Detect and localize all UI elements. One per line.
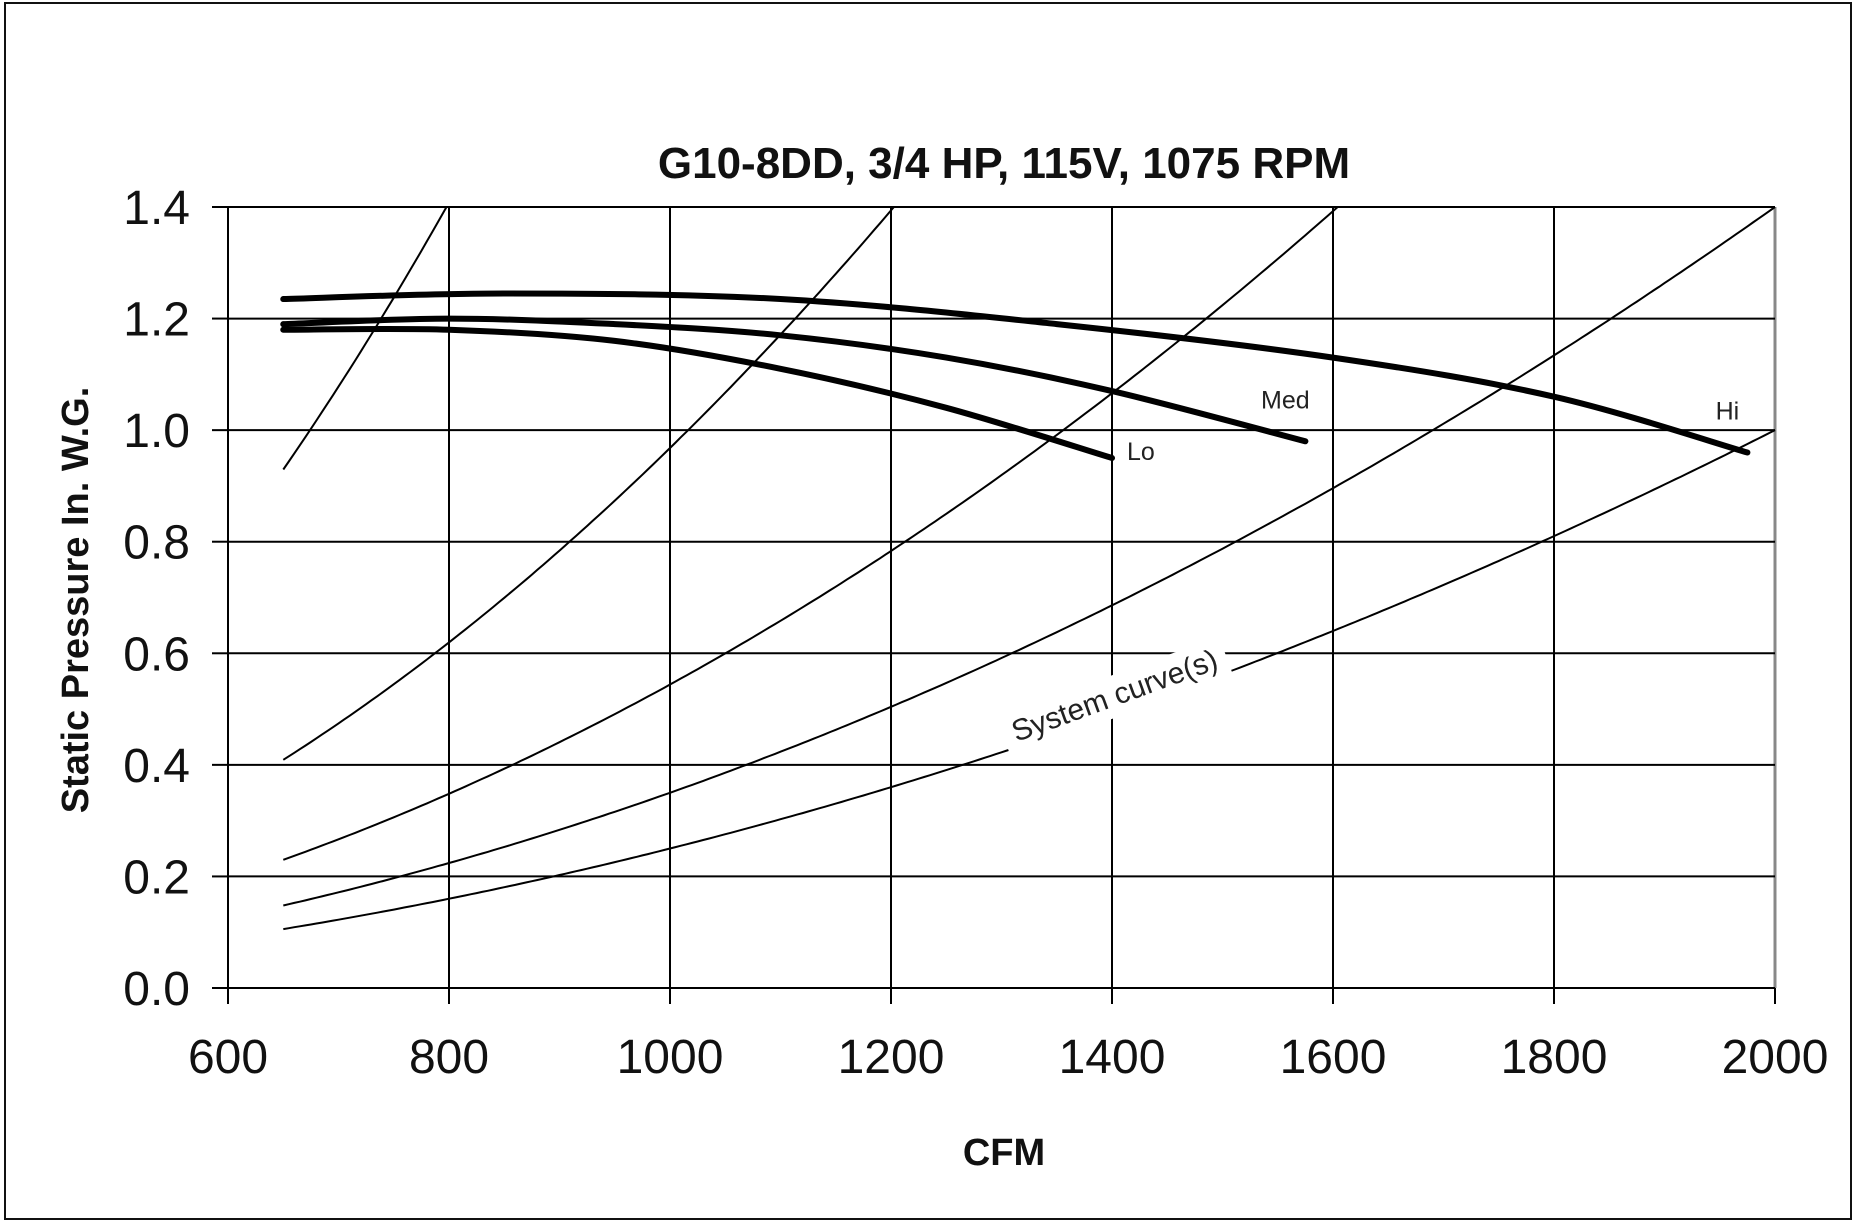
x-tick-label: 1400 <box>1059 1031 1166 1084</box>
fan-curve-hi <box>280 290 1751 456</box>
x-tick-label: 600 <box>188 1031 268 1084</box>
system-curve-4 <box>283 206 1776 907</box>
system-curve-2 <box>282 206 895 761</box>
y-tick-label: 0.6 <box>123 628 190 681</box>
fan-curve-med <box>280 315 1309 445</box>
x-tick-label: 1000 <box>617 1031 724 1084</box>
system-curves <box>282 206 1776 931</box>
x-tick-label: 800 <box>409 1031 489 1084</box>
x-tick-label: 1200 <box>838 1031 945 1084</box>
y-tick-label: 1.0 <box>123 405 190 458</box>
fan-curve-label-med: Med <box>1261 386 1310 414</box>
system-curve-1 <box>282 206 448 471</box>
chart-frame <box>4 2 1852 1220</box>
y-tick-label: 1.4 <box>123 182 190 235</box>
y-tick-label: 0.2 <box>123 851 190 904</box>
axis-ticks: 600 800 1000 1200 1400 1600 1800 2000 0.0 0.2 0.4 0… <box>123 182 1828 1084</box>
system-curves-annotation-backdrop <box>996 636 1233 756</box>
x-tick-label: 1800 <box>1501 1031 1608 1084</box>
system-curve-5 <box>283 429 1776 931</box>
y-tick-label: 0.8 <box>123 517 190 570</box>
fan-curve-label-lo: Lo <box>1127 438 1155 466</box>
chart-title: G10-8DD, 3/4 HP, 115V, 1075 RPM <box>658 139 1350 188</box>
system-curve-3 <box>282 206 1339 861</box>
x-tick-label: 2000 <box>1722 1031 1829 1084</box>
fan-curves: Lo Med Hi <box>280 290 1751 466</box>
y-tick-label: 1.2 <box>123 294 190 347</box>
fan-curve-lo <box>280 325 1115 461</box>
y-tick-label: 0.4 <box>123 740 190 793</box>
x-tick-label: 1600 <box>1280 1031 1387 1084</box>
y-axis-title: Static Pressure In. W.G. <box>55 387 97 814</box>
system-curves-annotation: System curve(s) <box>1007 644 1222 749</box>
fan-curve-label-hi: Hi <box>1716 397 1740 425</box>
x-axis-title: CFM <box>963 1132 1045 1174</box>
y-tick-label: 0.0 <box>123 963 190 1016</box>
grid <box>227 206 1777 989</box>
